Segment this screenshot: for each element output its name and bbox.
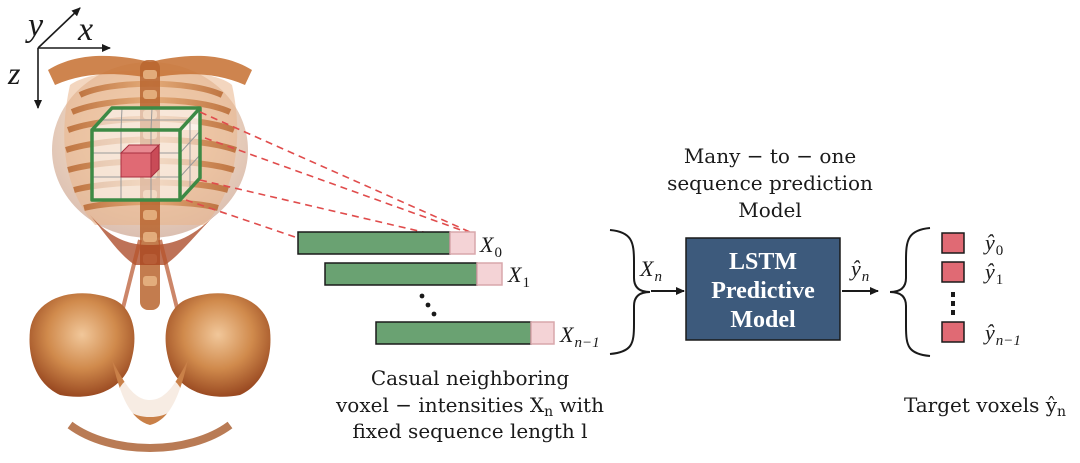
model-box-line3: Model [730,307,796,333]
caption-right-sub: n [1057,404,1066,420]
sequence-bar-n-1 [375,321,555,345]
input-label: Xn [639,256,662,285]
caption-left-line2-prefix: voxel − intensities X [335,393,545,417]
model-caption-line1: Many − to − one [684,144,856,168]
target-label-0: ŷ0 [983,230,1003,259]
target-voxel-n-1 [941,321,965,343]
axis-label-y: y [25,7,44,44]
sequence-label-0: X0 [479,232,502,261]
axis-label-x: x [77,11,93,48]
sequence-label-1-sub: 1 [522,275,530,291]
model-box-line1: LSTM [729,249,797,275]
target-ellipsis [951,292,955,315]
input-label-base: X [639,256,655,281]
sequence-label-0-base: X [479,232,495,257]
caption-left: Casual neighboring voxel − intensities X… [335,366,604,443]
output-label-sub: n [862,269,870,285]
lstm-model-box: LSTM Predictive Model [685,237,841,341]
caption-left-line3: fixed sequence length l [352,419,587,443]
caption-left-line2-suffix: with [553,393,604,417]
model-caption-line2: sequence prediction [667,171,873,195]
projection-lines [185,111,473,239]
sequence-label-1: X1 [507,262,530,291]
target-label-0-base: ŷ [983,230,995,255]
sequence-ellipsis [419,293,437,317]
sequence-label-2-base: X [559,322,575,347]
target-label-1-base: ŷ [983,259,995,284]
caption-left-line2-sub: n [544,404,553,420]
sequence-bar-0 [297,231,476,255]
axis-triad [34,7,111,109]
target-voxel-0 [941,232,965,254]
model-caption-line3: Model [738,198,802,222]
sequence-label-1-base: X [507,262,523,287]
sequence-label-2-sub: n−1 [574,335,599,351]
sequence-bar-1 [324,262,503,286]
caption-right: Target voxels ŷn [904,393,1066,420]
target-voxel-1 [941,261,965,283]
center-voxel [120,152,152,178]
sequence-label-n-1: Xn−1 [559,322,600,351]
caption-left-line2: voxel − intensities Xn with [335,393,604,420]
model-box-line2: Predictive [711,278,815,304]
caption-right-prefix: Target voxels ŷ [904,393,1058,417]
output-brace [889,227,931,357]
target-label-1-sub: 1 [996,272,1004,288]
output-label-base: ŷ [849,256,861,281]
input-label-sub: n [654,269,662,285]
axis-label-z: z [7,55,21,91]
caption-left-line1: Casual neighboring [371,366,570,390]
voxel-cube [90,106,202,202]
sequence-label-0-sub: 0 [494,245,502,261]
target-label-2-sub: n−1 [996,333,1021,349]
output-label: ŷn [849,256,869,285]
target-label-n-1: ŷn−1 [983,320,1021,349]
model-caption: Many − to − one sequence prediction Mode… [667,144,873,222]
input-brace [609,229,651,355]
target-label-1: ŷ1 [983,259,1003,288]
target-label-0-sub: 0 [996,243,1004,259]
target-label-2-base: ŷ [983,320,995,345]
